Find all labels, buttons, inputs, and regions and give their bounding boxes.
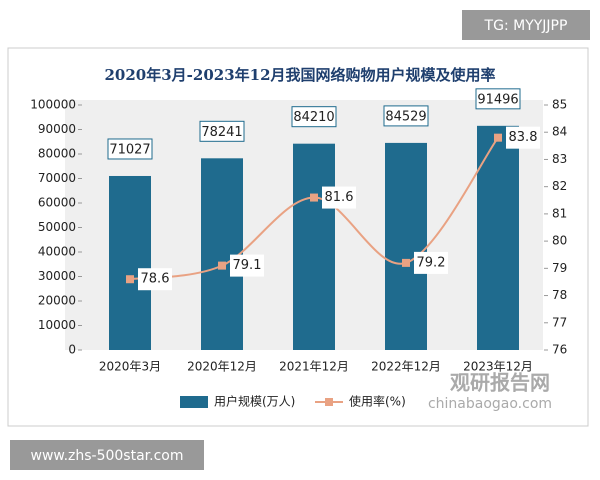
x-tick-label: 2020年12月 xyxy=(187,360,257,374)
data-label: 71027 xyxy=(109,142,150,157)
marker xyxy=(126,275,134,284)
y-tick-label: 50000 xyxy=(38,220,76,234)
label-box xyxy=(383,105,429,127)
y2-tick-label: 79 xyxy=(552,261,567,275)
legend-swatch xyxy=(180,396,208,408)
label-box xyxy=(414,251,448,274)
y-tick-label: 10000 xyxy=(38,318,76,332)
y-tick-label: 80000 xyxy=(38,147,76,161)
y2-tick-label: 78 xyxy=(552,288,567,302)
y-tick-label: 0 xyxy=(68,343,76,357)
chart-title: 2020年3月-2023年12月我国网络购物用户规模及使用率 xyxy=(104,66,495,84)
x-tick-label: 2021年12月 xyxy=(279,360,349,374)
y2-tick-label: 82 xyxy=(552,179,567,193)
marker xyxy=(494,133,502,142)
y-tick-label: 60000 xyxy=(38,196,76,210)
marker xyxy=(310,193,318,202)
line xyxy=(129,137,499,281)
data-label: 78241 xyxy=(201,125,242,140)
data-label: 79.1 xyxy=(233,258,262,273)
y2-tick-label: 80 xyxy=(552,234,567,248)
y2-tick-label: 84 xyxy=(552,125,567,139)
data-label: 78.6 xyxy=(141,272,170,287)
x-tick-label: 2020年3月 xyxy=(99,360,161,374)
label-box xyxy=(322,186,356,209)
y-tick-label: 100000 xyxy=(30,98,76,112)
x-tick-label: 2023年12月 xyxy=(463,360,533,374)
y-tick-label: 30000 xyxy=(38,269,76,283)
watermark: chinabaogao.com xyxy=(428,396,552,412)
watermark: TG: MYYJJPP xyxy=(484,18,568,34)
x-tick-label: 2022年12月 xyxy=(371,360,441,374)
data-label: 91496 xyxy=(477,92,518,107)
data-label: 79.2 xyxy=(417,255,446,270)
y2-tick-label: 81 xyxy=(552,206,567,220)
label-box xyxy=(230,254,264,277)
bar xyxy=(385,142,427,350)
y2-tick-label: 77 xyxy=(552,315,567,329)
legend-swatch xyxy=(325,398,333,406)
bar xyxy=(201,158,243,350)
watermark-box xyxy=(462,10,590,40)
data-label: 81.6 xyxy=(325,190,354,205)
label-box xyxy=(475,88,521,110)
data-label: 83.8 xyxy=(509,130,538,145)
label-box xyxy=(199,120,245,142)
label-box xyxy=(107,138,153,160)
watermark: 观研报告网 xyxy=(450,371,550,395)
watermark: www.zhs-500star.com xyxy=(31,448,184,464)
y-tick-label: 20000 xyxy=(38,294,76,308)
y2-tick-label: 85 xyxy=(552,98,567,112)
marker xyxy=(402,258,410,267)
label-box xyxy=(506,126,540,149)
y-tick-label: 90000 xyxy=(38,122,76,136)
legend-label: 用户规模(万人) xyxy=(214,394,295,409)
y2-tick-label: 83 xyxy=(552,152,567,166)
y2-tick-label: 76 xyxy=(552,343,567,357)
bar xyxy=(477,125,519,350)
legend-label: 使用率(%) xyxy=(349,394,406,409)
label-box xyxy=(291,106,337,128)
data-label: 84210 xyxy=(293,110,334,125)
bar xyxy=(109,175,151,350)
bar xyxy=(293,143,335,350)
data-label: 84529 xyxy=(385,109,426,124)
y-tick-label: 70000 xyxy=(38,171,76,185)
marker xyxy=(218,261,226,270)
label-box xyxy=(138,268,172,291)
y-tick-label: 40000 xyxy=(38,245,76,259)
watermark-box xyxy=(10,440,204,470)
